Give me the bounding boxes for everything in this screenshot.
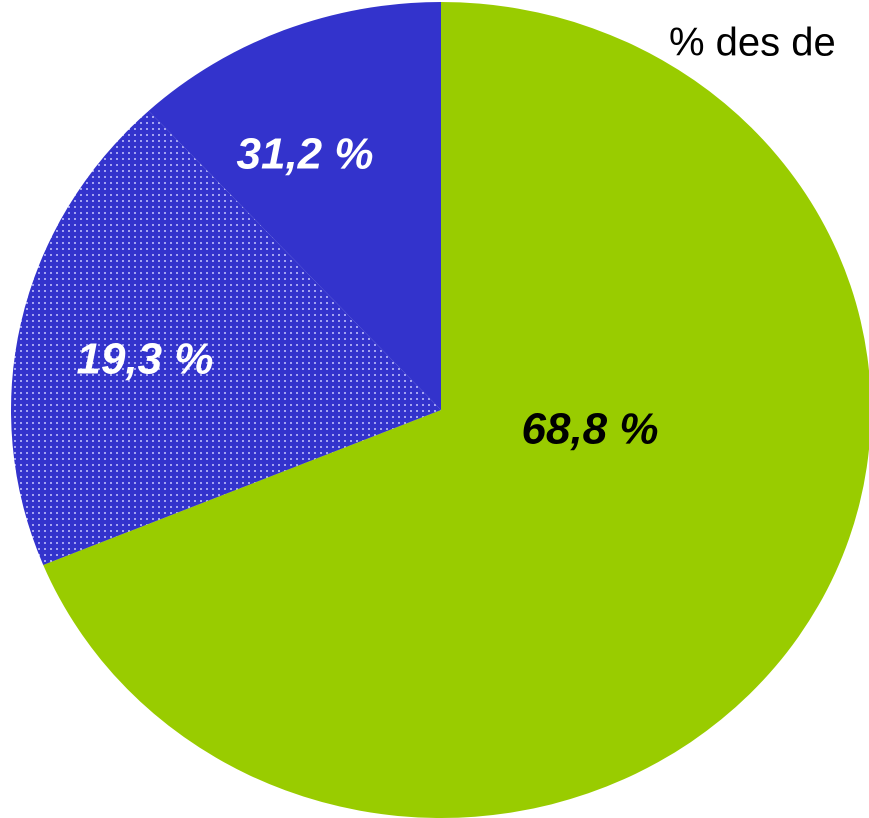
pie-slice <box>148 2 441 410</box>
pie-slice <box>10 110 442 565</box>
chart-title: % des de <box>669 21 836 65</box>
pie-slice <box>43 2 869 818</box>
annotation: 31,2 % <box>237 130 374 179</box>
slice-label: 68,8 % <box>522 405 659 454</box>
slices <box>10 2 869 818</box>
slice-label: 19,3 % <box>77 335 214 384</box>
